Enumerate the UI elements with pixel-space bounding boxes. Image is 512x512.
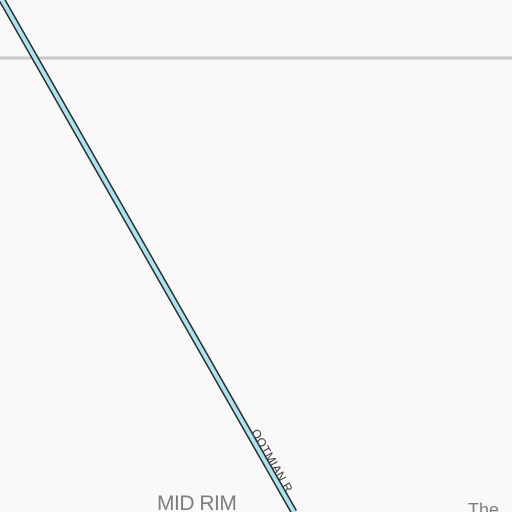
- place-label-partial: The: [468, 500, 499, 512]
- road-ootmian[interactable]: [0, 0, 298, 512]
- road-fill: [0, 0, 296, 512]
- area-label-mid-rim: MID RIM: [157, 492, 236, 512]
